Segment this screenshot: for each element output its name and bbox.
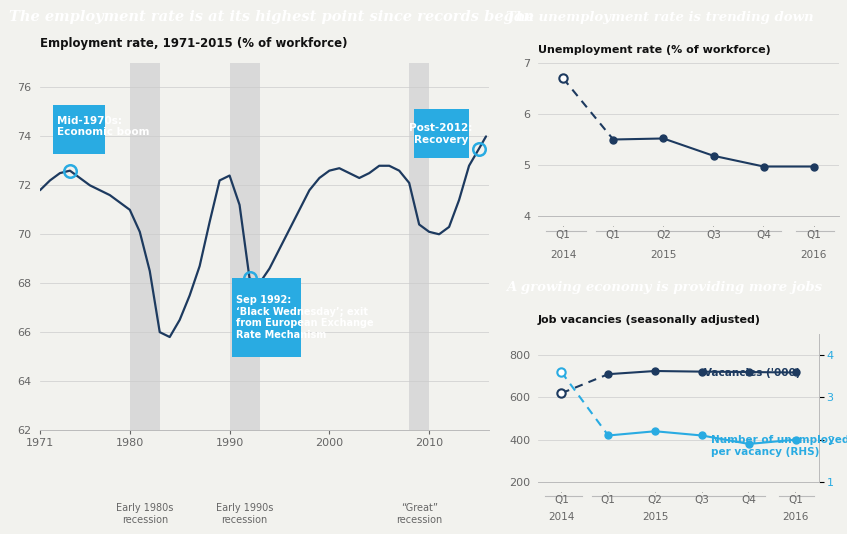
Text: Job vacancies (seasonally adjusted): Job vacancies (seasonally adjusted) <box>538 315 761 325</box>
Text: Number of unemployed people
per vacancy (RHS): Number of unemployed people per vacancy … <box>711 436 847 457</box>
Text: Q1: Q1 <box>556 230 571 240</box>
Text: Employment rate, 1971-2015 (% of workforce): Employment rate, 1971-2015 (% of workfor… <box>40 37 347 50</box>
Bar <box>230 63 259 430</box>
Text: Q1: Q1 <box>601 496 616 505</box>
Bar <box>409 63 429 430</box>
Text: Early 1980s
recession: Early 1980s recession <box>116 504 174 525</box>
Bar <box>130 63 160 430</box>
Text: Sep 1992:
‘Black Wednesday’; exit
from European Exchange
Rate Mechanism: Sep 1992: ‘Black Wednesday’; exit from E… <box>235 295 374 340</box>
Text: Q4: Q4 <box>756 230 771 240</box>
Text: Early 1990s
recession: Early 1990s recession <box>216 504 274 525</box>
Text: Unemployment rate (% of workforce): Unemployment rate (% of workforce) <box>538 45 771 56</box>
Text: Post-2012:
Recovery: Post-2012: Recovery <box>409 123 473 145</box>
Text: 2015: 2015 <box>650 250 677 260</box>
Text: Q4: Q4 <box>741 496 756 505</box>
FancyBboxPatch shape <box>231 278 302 357</box>
FancyBboxPatch shape <box>414 109 469 159</box>
Text: 2015: 2015 <box>642 512 668 522</box>
FancyBboxPatch shape <box>53 105 105 154</box>
Text: Q1: Q1 <box>554 496 569 505</box>
Text: A growing economy is providing more jobs: A growing economy is providing more jobs <box>507 280 822 294</box>
Text: 2016: 2016 <box>783 512 809 522</box>
Text: “Great”
recession: “Great” recession <box>396 504 442 525</box>
Text: Q3: Q3 <box>695 496 709 505</box>
Text: Q1: Q1 <box>789 496 803 505</box>
Text: Q2: Q2 <box>648 496 662 505</box>
Text: Vacancies ('000): Vacancies ('000) <box>704 368 800 378</box>
Text: Q1: Q1 <box>806 230 822 240</box>
Text: The employment rate is at its highest point since records began: The employment rate is at its highest po… <box>9 11 534 25</box>
Text: 2014: 2014 <box>548 512 574 522</box>
Text: 2014: 2014 <box>550 250 576 260</box>
Text: Q2: Q2 <box>656 230 671 240</box>
Text: Mid-1970s:
Economic boom: Mid-1970s: Economic boom <box>57 116 149 137</box>
Text: Q3: Q3 <box>706 230 721 240</box>
Text: Q1: Q1 <box>606 230 621 240</box>
Text: 2016: 2016 <box>800 250 828 260</box>
Text: The unemployment rate is trending down: The unemployment rate is trending down <box>507 11 814 24</box>
